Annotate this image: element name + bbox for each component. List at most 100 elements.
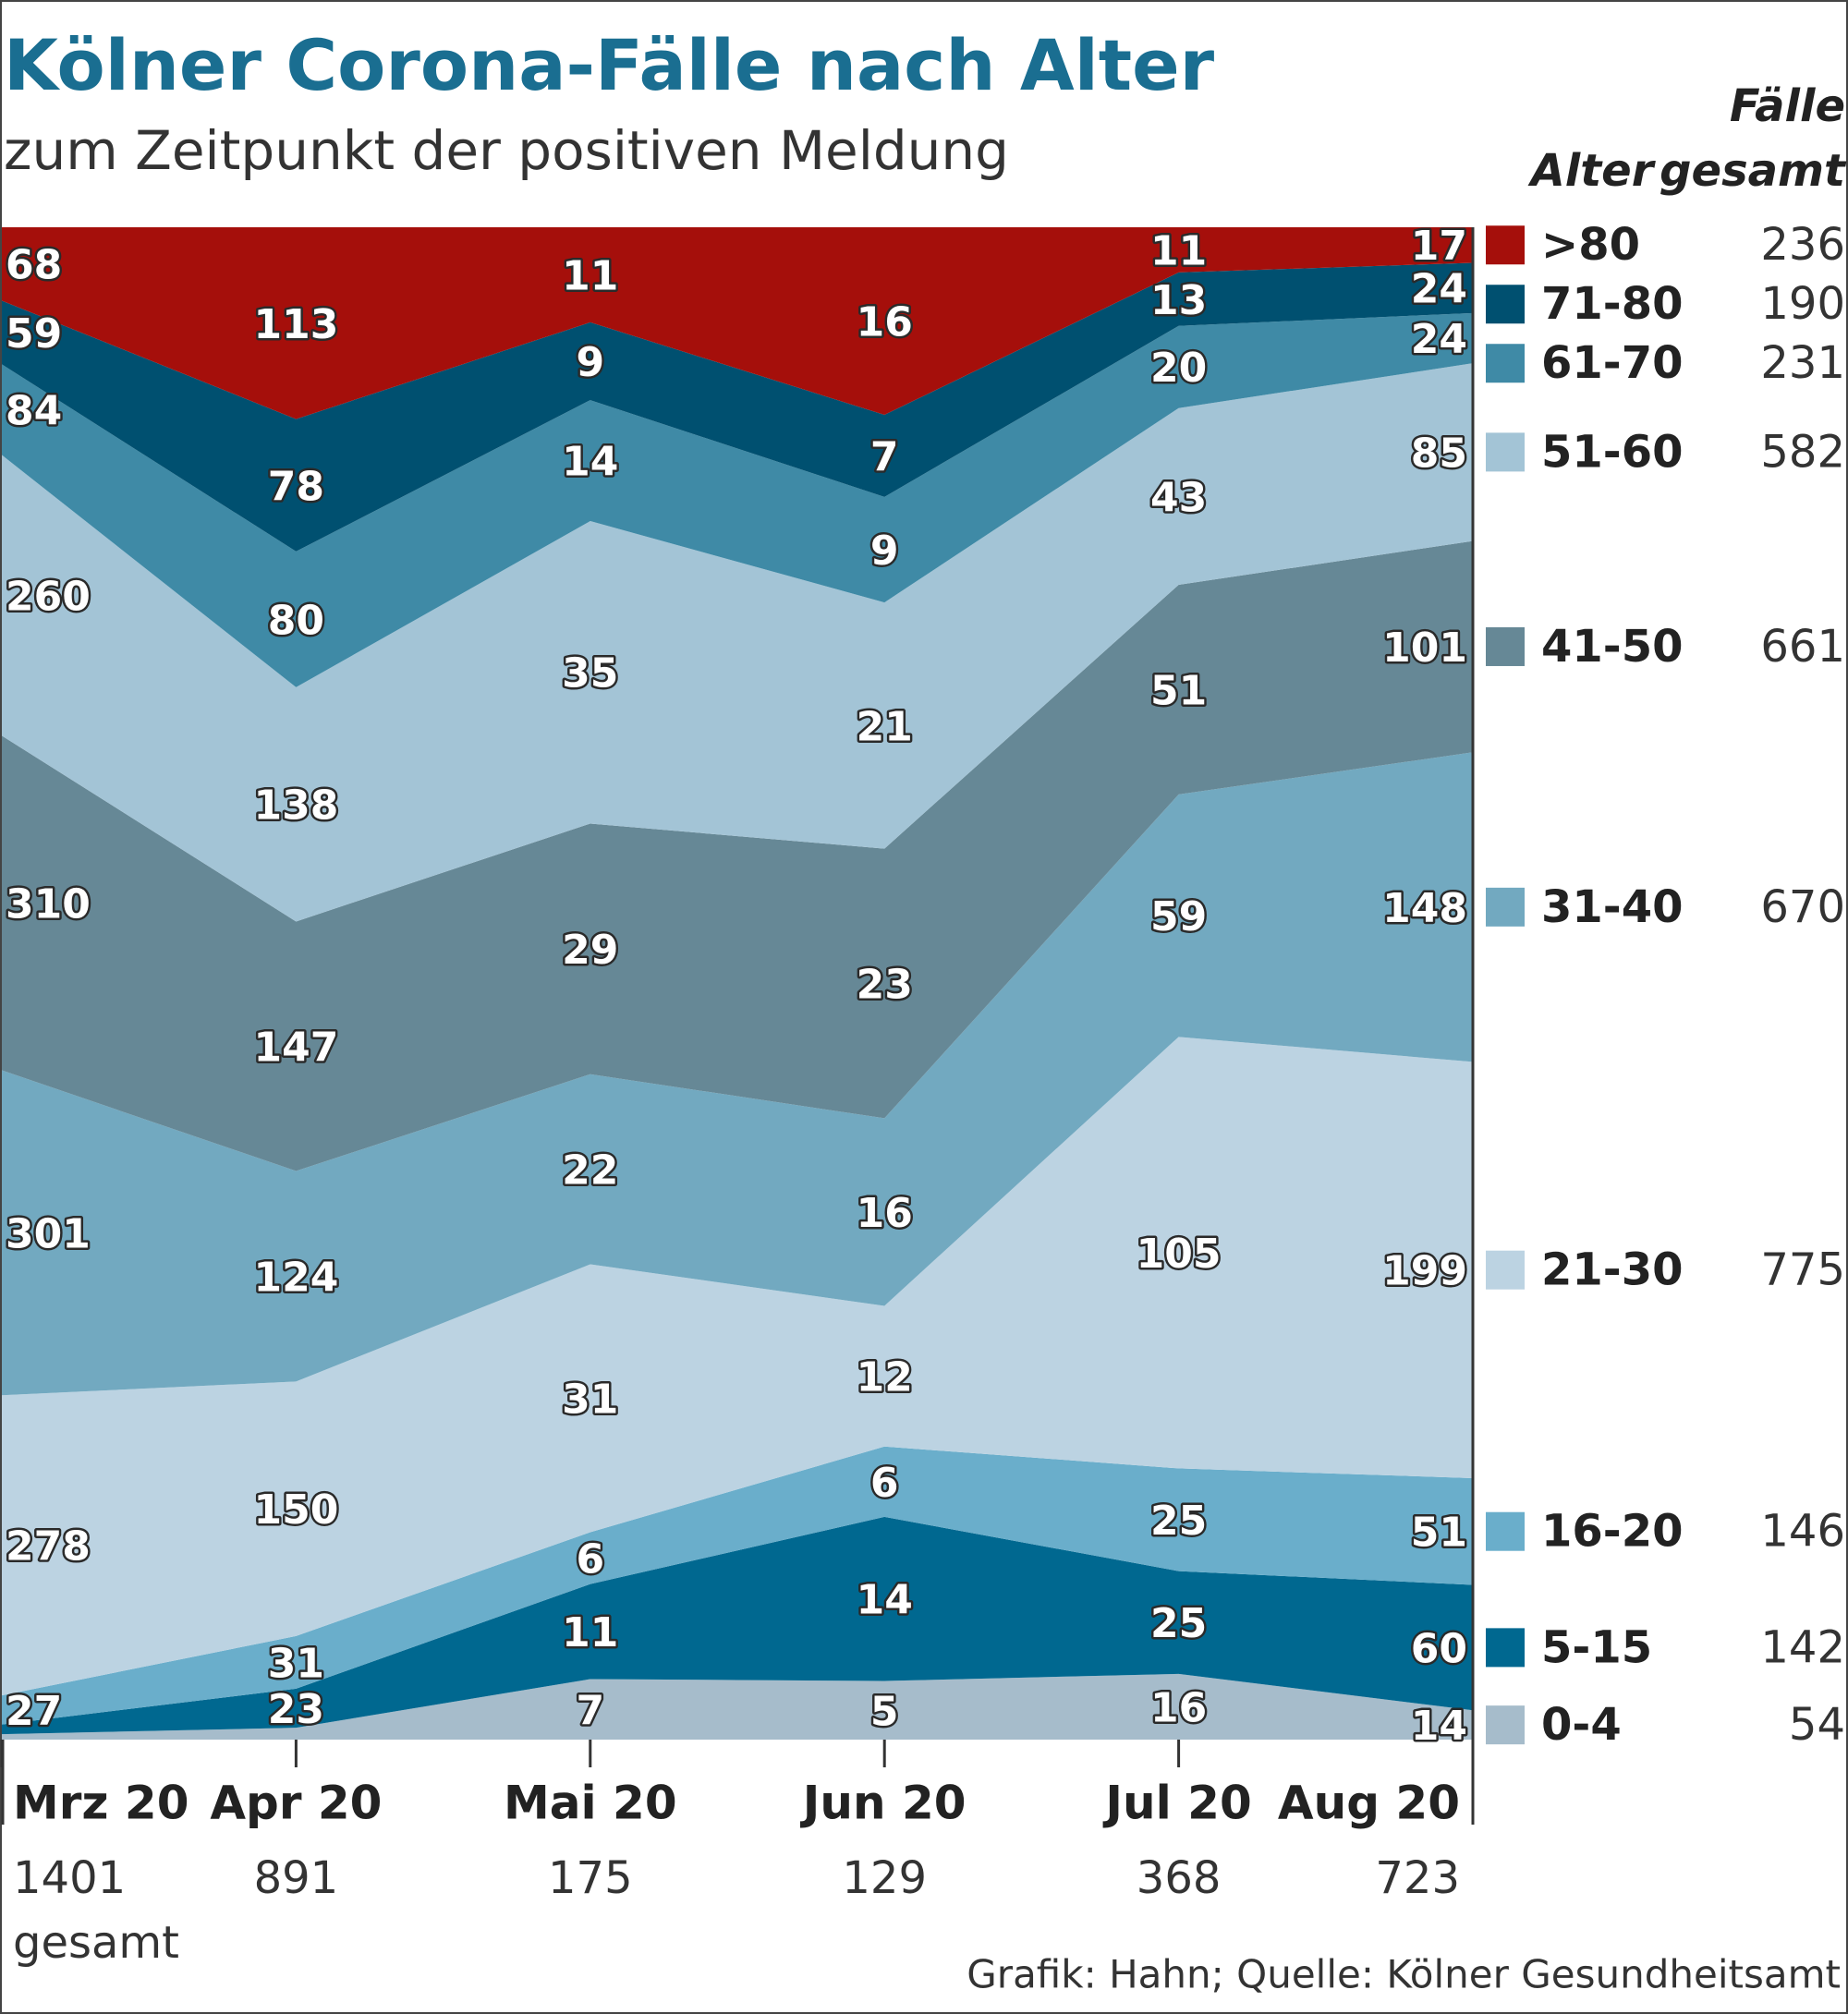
data-label: 84 xyxy=(6,387,62,434)
data-label: 14 xyxy=(857,1577,913,1624)
data-label: 29 xyxy=(562,927,618,974)
data-label: 68 xyxy=(6,242,62,289)
legend-swatch xyxy=(1486,1628,1525,1668)
data-label: 22 xyxy=(562,1147,618,1195)
legend-swatch xyxy=(1486,1250,1525,1290)
data-label: 24 xyxy=(1411,266,1467,313)
chart-title: Kölner Corona-Fälle nach Alter xyxy=(4,24,1215,106)
legend-total: 54 xyxy=(1789,1699,1845,1751)
data-label: 11 xyxy=(1150,227,1207,274)
legend-label: 51-60 xyxy=(1541,426,1684,478)
area xyxy=(2,1516,1473,1735)
data-label: 7 xyxy=(870,433,899,480)
data-label: 13 xyxy=(1150,277,1207,324)
data-label: 147 xyxy=(253,1024,338,1071)
category-total: 129 xyxy=(842,1852,927,1904)
legend-label: 0-4 xyxy=(1541,1699,1622,1751)
data-label: 138 xyxy=(253,783,338,830)
legend-total: 661 xyxy=(1760,621,1845,673)
legend-label: 16-20 xyxy=(1541,1506,1684,1558)
data-label: 101 xyxy=(1382,625,1467,672)
data-label: 20 xyxy=(1150,345,1207,392)
legend-label: 61-70 xyxy=(1541,337,1684,389)
totals-header: gesamt xyxy=(1660,145,1847,197)
data-label: 260 xyxy=(6,573,91,620)
data-label: 59 xyxy=(1150,893,1207,940)
x-tick-label: Apr 20 xyxy=(210,1777,382,1830)
legend-total: 231 xyxy=(1760,337,1845,389)
data-label: 23 xyxy=(268,1686,324,1733)
data-label: 31 xyxy=(562,1377,618,1424)
totals-header: Fälle xyxy=(1730,80,1845,132)
source: Grafik: Hahn; Quelle: Kölner Gesundheits… xyxy=(967,1952,1841,1997)
area xyxy=(2,363,1473,922)
data-label: 310 xyxy=(6,880,91,928)
legend-total: 236 xyxy=(1760,219,1845,271)
data-label: 23 xyxy=(857,962,913,1009)
category-total: 1401 xyxy=(13,1852,126,1904)
legend-total: 775 xyxy=(1760,1244,1845,1296)
legend-label: 31-40 xyxy=(1541,881,1684,933)
legend-label: 41-50 xyxy=(1541,621,1684,673)
legend-swatch xyxy=(1486,887,1525,927)
legend-label: 71-80 xyxy=(1541,278,1684,330)
x-tick-label: Mrz 20 xyxy=(13,1777,189,1830)
data-label: 6 xyxy=(870,1460,899,1507)
x-tick-label: Jul 20 xyxy=(1102,1777,1251,1830)
legend-header: Alter xyxy=(1527,145,1657,197)
legend-swatch xyxy=(1486,344,1525,383)
data-label: 278 xyxy=(6,1523,91,1571)
data-label: 16 xyxy=(1150,1684,1207,1731)
data-label: 150 xyxy=(253,1486,338,1534)
area xyxy=(2,262,1473,552)
category-total: 368 xyxy=(1137,1852,1222,1904)
data-label: 27 xyxy=(6,1688,62,1735)
area xyxy=(2,752,1473,1396)
data-label: 5 xyxy=(870,1688,899,1735)
legend-label: >80 xyxy=(1541,219,1640,271)
data-label: 14 xyxy=(1411,1703,1467,1750)
data-label: 25 xyxy=(1150,1600,1207,1647)
data-label: 16 xyxy=(857,1190,913,1237)
legend-label: 21-30 xyxy=(1541,1244,1684,1296)
legend-total: 146 xyxy=(1760,1506,1845,1558)
legend-total: 582 xyxy=(1760,426,1845,478)
legend-swatch xyxy=(1486,432,1525,472)
data-label: 7 xyxy=(576,1687,604,1734)
legend-label: 5-15 xyxy=(1541,1621,1652,1673)
data-label: 17 xyxy=(1411,223,1467,270)
legend-swatch xyxy=(1486,626,1525,666)
data-label: 148 xyxy=(1382,885,1467,932)
area xyxy=(2,312,1473,687)
chart-subtitle: zum Zeitpunkt der positiven Meldung xyxy=(4,119,1009,182)
legend-swatch xyxy=(1486,1705,1525,1745)
data-label: 124 xyxy=(253,1254,338,1301)
data-label: 12 xyxy=(857,1354,913,1401)
totals-label: gesamt xyxy=(13,1917,179,1969)
category-total: 175 xyxy=(548,1852,633,1904)
data-label: 11 xyxy=(562,1609,618,1656)
data-label: 11 xyxy=(562,252,618,299)
area xyxy=(2,227,1473,419)
data-label: 60 xyxy=(1411,1625,1467,1672)
legend-swatch xyxy=(1486,1511,1525,1551)
legend-swatch xyxy=(1486,285,1525,324)
data-label: 59 xyxy=(6,310,62,358)
area xyxy=(2,1037,1473,1696)
x-tick-label: Mai 20 xyxy=(504,1777,677,1830)
data-label: 6 xyxy=(576,1536,604,1583)
data-label: 21 xyxy=(857,703,913,750)
data-label: 25 xyxy=(1150,1498,1207,1545)
data-label: 85 xyxy=(1411,430,1467,477)
data-label: 301 xyxy=(6,1210,91,1257)
data-label: 43 xyxy=(1150,474,1207,521)
data-label: 9 xyxy=(576,339,604,386)
data-label: 199 xyxy=(1382,1248,1467,1295)
data-label: 78 xyxy=(268,463,324,510)
category-total: 891 xyxy=(254,1852,339,1904)
category-total: 723 xyxy=(1375,1852,1460,1904)
data-label: 9 xyxy=(870,528,899,575)
legend-total: 142 xyxy=(1760,1621,1845,1673)
